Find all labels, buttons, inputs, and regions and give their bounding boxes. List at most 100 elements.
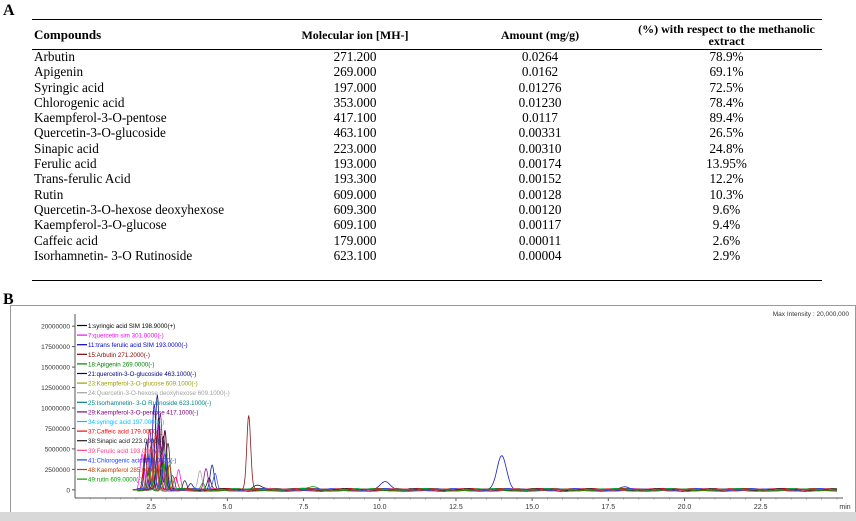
series-line <box>132 438 837 492</box>
y-tick-label: 2500000 <box>45 467 71 474</box>
molecular-ion-cell: 463.100 <box>333 125 377 141</box>
chromatogram-panel: 20000000 17500000 15000000 12500000 10000000… <box>10 305 856 513</box>
legend-entry: 23:Kaempferol-3-O-glucose 609.1000(-) <box>88 381 198 388</box>
compound-name-cell: Quercetin-3-O-hexose deoxyhexose <box>34 201 225 217</box>
chromatogram-chart: 20000000 17500000 15000000 12500000 10000000… <box>41 311 851 511</box>
legend-entry: 24:Quercetin-3-O-hexose deoxyhexose 609.… <box>88 390 230 397</box>
series-line <box>132 465 837 492</box>
molecular-ion-cell: 609.000 <box>333 186 377 202</box>
molecular-ion-cell: 353.000 <box>333 94 377 110</box>
series-line <box>132 415 837 492</box>
header-amount: Amount (mg/g) <box>500 27 580 42</box>
compound-name-cell: Apigenin <box>34 64 84 80</box>
series-line <box>132 417 837 492</box>
x-tick-label: 7.5 <box>299 504 309 511</box>
amount-cell: 0.00310 <box>518 140 562 156</box>
molecular-ion-cell: 223.000 <box>333 140 377 156</box>
x-tick-label: 2.5 <box>146 504 156 511</box>
max-intensity-label: Max Intensity : 20,000,000 <box>773 311 850 318</box>
series-line <box>132 467 838 492</box>
table-bottom-rule <box>32 280 822 282</box>
x-tick-label: 20.0 <box>678 504 692 511</box>
table-row: Quercetin-3-O-glucoside 463.100 0.00331 26.… <box>34 125 820 140</box>
y-tick-label: 0 <box>66 487 70 494</box>
x-tick-label: 15.0 <box>525 504 539 511</box>
table-row: Kaempferol-3-O-glucose 609.100 0.00117 9.4% <box>34 217 820 232</box>
compound-name-cell: Ferulic acid <box>34 156 97 172</box>
legend-entry: 41:Chlorogenic acid 353.0000(-) <box>88 457 176 464</box>
amount-cell: 0.00120 <box>518 201 562 217</box>
compound-name-cell: Caffeic acid <box>34 232 98 248</box>
header-molecular-ion: Molecular ion [MH-] <box>301 27 409 42</box>
percent-extract-cell: 13.95% <box>706 156 747 172</box>
x-axis-label: min <box>839 504 850 511</box>
amount-cell: 0.0117 <box>522 110 558 126</box>
legend-entry: 38:Sinapic acid 223.0000(-) <box>88 438 164 445</box>
y-tick-label: 10000000 <box>41 406 70 413</box>
molecular-ion-cell: 197.000 <box>333 79 377 95</box>
molecular-ion-cell: 609.100 <box>333 217 377 233</box>
compound-name-cell: Trans-ferulic Acid <box>34 171 131 187</box>
percent-extract-cell: 69.1% <box>709 64 744 80</box>
series-line <box>132 433 837 492</box>
amount-cell: 0.00117 <box>518 217 562 233</box>
legend-entry: 29:Kaempferol-3-O-pentose 417.1000(-) <box>88 409 198 416</box>
x-tick-label: 17.5 <box>602 504 616 511</box>
compound-name-cell: Rutin <box>34 186 64 202</box>
molecular-ion-cell: 269.000 <box>333 64 377 80</box>
legend-entry: 25:Isorhamnetin- 3-O Rutinoside 623.1000… <box>88 400 211 407</box>
compound-name-cell: Sinapic acid <box>34 140 99 156</box>
legend-entry: 1:syringic acid SIM 198.9000(+) <box>88 323 175 330</box>
table-row: Quercetin-3-O-hexose deoxyhexose 609.300 0… <box>34 202 820 217</box>
compound-name-cell: Chlorogenic acid <box>34 94 125 110</box>
amount-cell: 0.01276 <box>518 79 562 95</box>
amount-cell: 0.01230 <box>518 94 562 110</box>
table-row: Arbutin 271.200 0.0264 78.9% <box>34 49 820 64</box>
percent-extract-cell: 72.5% <box>709 79 744 95</box>
molecular-ion-cell: 271.200 <box>333 49 377 64</box>
legend-entry: 39:Ferulic acid 193.0000(-) <box>88 448 162 455</box>
header-percent-extract: (%) with respect to the methanolic extra… <box>638 21 815 48</box>
percent-extract-cell: 12.2% <box>709 171 744 187</box>
amount-cell: 0.00331 <box>518 125 562 141</box>
table-header-rule <box>32 49 822 50</box>
legend-entry: 48:Kaempferol 285.0000(-) <box>88 467 162 474</box>
legend-entry: 7:quercetin sim 301.0000(-) <box>88 333 164 340</box>
percent-extract-cell: 89.4% <box>709 110 744 126</box>
compound-name-cell: Kaempferol-3-O-glucose <box>34 217 167 233</box>
bottom-scroll-strip <box>0 512 856 521</box>
amount-cell: 0.00174 <box>518 156 562 172</box>
legend-entry: 49:rutin 609.0000(-) <box>88 477 142 484</box>
amount-cell: 0.00128 <box>518 186 562 202</box>
legend-entry: 34:syringic acid 197.0000(-) <box>88 419 164 426</box>
percent-extract-cell: 78.4% <box>709 94 744 110</box>
percent-extract-cell: 2.6% <box>712 232 741 248</box>
series-line <box>132 403 837 492</box>
percent-extract-cell: 9.6% <box>712 201 741 217</box>
y-tick-label: 17500000 <box>41 344 70 351</box>
panel-b-label: B <box>3 291 14 308</box>
amount-cell: 0.0264 <box>521 49 559 64</box>
series-line <box>132 462 837 492</box>
table-row: Ferulic acid 193.000 0.00174 13.95% <box>34 156 820 171</box>
table-row: Isorhamnetin- 3-O Rutinoside 623.100 0.000… <box>34 248 820 263</box>
percent-extract-cell: 9.4% <box>712 217 741 233</box>
legend-entry: 37:Caffeic acid 179.0000(-) <box>88 429 163 436</box>
series-line <box>132 394 837 492</box>
legend-entry: 11:trans ferulic acid SIM 193.0000(-) <box>88 342 188 349</box>
compound-name-cell: Kaempferol-3-O-pentose <box>34 110 167 126</box>
molecular-ion-cell: 417.100 <box>333 110 377 126</box>
compound-name-cell: Isorhamnetin- 3-O Rutinoside <box>34 247 193 263</box>
compound-name-cell: Quercetin-3-O-glucoside <box>34 125 166 141</box>
x-tick-label: 12.5 <box>449 504 463 511</box>
series-line <box>132 446 837 492</box>
y-tick-label: 12500000 <box>41 385 70 392</box>
series-line <box>132 413 837 492</box>
percent-extract-cell: 78.9% <box>709 49 744 64</box>
table-row: Kaempferol-3-O-pentose 417.100 0.0117 89.4% <box>34 110 820 125</box>
table-row: Apigenin 269.000 0.0162 69.1% <box>34 64 820 79</box>
series-line <box>132 454 837 492</box>
y-tick-label: 7500000 <box>45 426 71 433</box>
table-row: Syringic acid 197.000 0.01276 72.5% <box>34 80 820 95</box>
compound-name-cell: Syringic acid <box>34 79 104 95</box>
